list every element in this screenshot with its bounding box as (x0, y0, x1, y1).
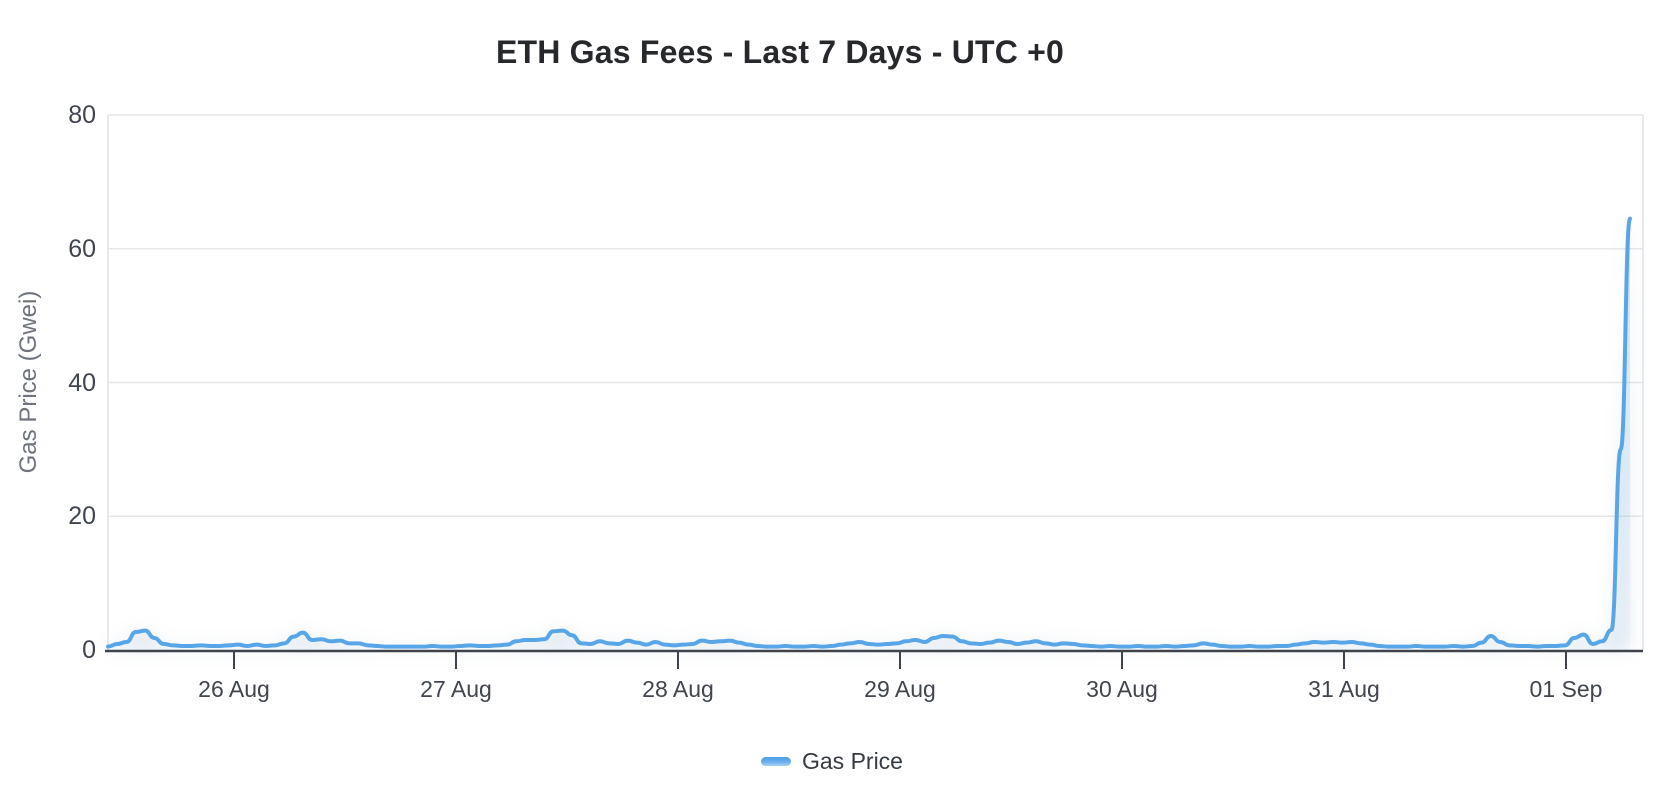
y-tick-label-40: 40 (68, 368, 96, 397)
axis-layer (105, 649, 1643, 669)
x-tick-label-31-aug: 31 Aug (1308, 676, 1380, 702)
x-tick-label-01-sep: 01 Sep (1529, 676, 1603, 702)
x-tick-label-28-aug: 28 Aug (642, 676, 714, 702)
gas-price-area-glow (108, 218, 1630, 650)
chart-title: ETH Gas Fees - Last 7 Days - UTC +0 (495, 34, 1065, 70)
series-layer (106, 216, 1632, 650)
gas-price-legend-marker-icon (761, 756, 791, 766)
legend-item-gas-price[interactable]: Gas Price (0, 744, 1664, 778)
gas-price-line (106, 216, 1632, 649)
gas-price-area-fill (108, 218, 1630, 650)
y-tick-label-60: 60 (68, 234, 96, 263)
y-tick-label-80: 80 (68, 101, 96, 129)
x-tick-label-26-aug: 26 Aug (198, 676, 270, 702)
grid-layer (107, 114, 1644, 650)
legend-label: Gas Price (802, 747, 903, 774)
x-tick-label-30-aug: 30 Aug (1086, 676, 1158, 702)
y-tick-label-20: 20 (68, 502, 96, 531)
x-tick-label-27-aug: 27 Aug (420, 676, 492, 702)
y-tick-label-0: 0 (82, 636, 96, 664)
x-tick-label-29-aug: 29 Aug (864, 676, 936, 702)
